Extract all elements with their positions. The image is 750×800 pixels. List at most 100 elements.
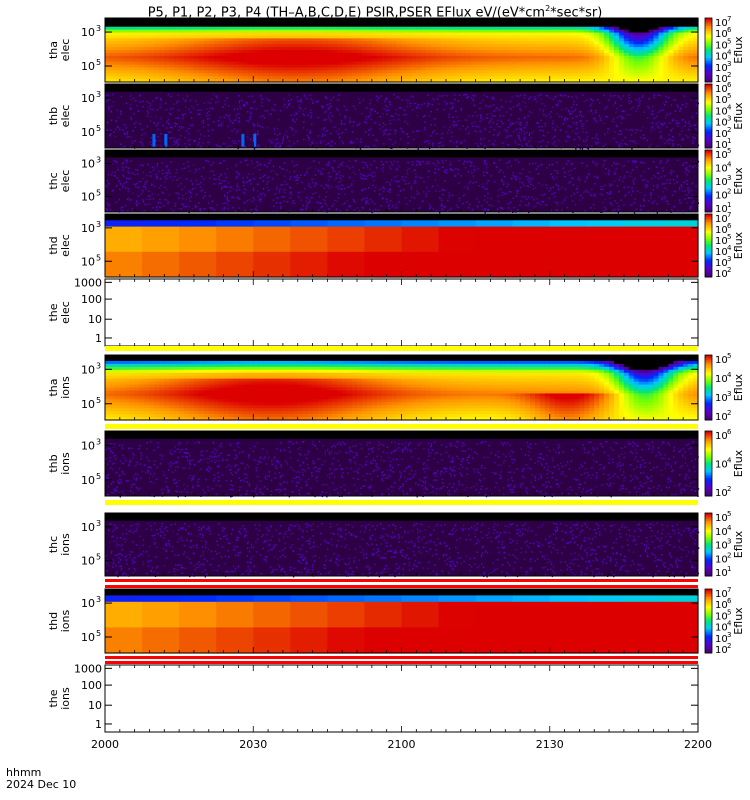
x-tick-label: 2200 bbox=[684, 738, 712, 751]
separator-stripe bbox=[105, 585, 698, 588]
colorbar-tick-label: 10 bbox=[715, 634, 728, 645]
y-tick-label: 10 bbox=[81, 363, 95, 376]
colorbar-tick-exponent: 4 bbox=[727, 457, 732, 465]
colorbar-tick-exponent: 5 bbox=[727, 352, 731, 360]
colorbar-unit-label: Eflux bbox=[732, 102, 745, 130]
colorbar-tick-label: 10 bbox=[715, 600, 728, 611]
y-tick-exponent: 3 bbox=[96, 361, 101, 370]
y-tick-exponent: 5 bbox=[96, 58, 101, 67]
y-tick-label: 1 bbox=[95, 718, 102, 731]
colorbar-tick-label: 10 bbox=[715, 214, 728, 225]
colorbar-tick-exponent: 3 bbox=[727, 60, 731, 68]
y-tick-label: 10 bbox=[81, 521, 95, 534]
colorbar-tick-exponent: 4 bbox=[727, 620, 732, 628]
colorbar-tick-label: 10 bbox=[715, 63, 728, 74]
colorbar-tick-label: 10 bbox=[715, 488, 728, 499]
svg-text:tha: tha bbox=[47, 41, 60, 59]
y-tick-label: 10 bbox=[81, 631, 95, 644]
heatmap-thd_ions bbox=[105, 589, 699, 654]
colorbar-tick-exponent: 2 bbox=[727, 126, 731, 134]
colorbar-tick-label: 10 bbox=[715, 225, 728, 236]
y-tick-exponent: 5 bbox=[96, 629, 101, 638]
colorbar-tick-label: 10 bbox=[715, 269, 728, 280]
separator-stripe bbox=[105, 424, 698, 429]
colorbar-tick-label: 10 bbox=[715, 164, 728, 175]
colorbar-tick-exponent: 4 bbox=[727, 244, 732, 252]
x-axis-caption-hhmm: hhmm bbox=[6, 766, 42, 779]
colorbar-tick-label: 10 bbox=[715, 554, 728, 565]
colorbar-tick-label: 10 bbox=[715, 84, 728, 95]
colorbar-unit-label: Eflux bbox=[732, 167, 745, 195]
colorbar-tick-label: 10 bbox=[715, 431, 728, 442]
colorbar-tick-label: 10 bbox=[715, 106, 728, 117]
colorbar-tick-label: 10 bbox=[715, 541, 728, 552]
y-tick-label: 1 bbox=[95, 332, 102, 345]
panel-label-tha_ions: tha ions bbox=[47, 376, 72, 399]
colorbar-tick-label: 10 bbox=[715, 258, 728, 269]
colorbar-tick-exponent: 2 bbox=[727, 551, 731, 559]
colorbar-tick-label: 10 bbox=[715, 393, 728, 404]
y-axis-the_ions: 1000 100 10 1 bbox=[74, 662, 698, 731]
panel-label-tha_elec: tha elec bbox=[47, 39, 72, 62]
colorbar-tick-exponent: 7 bbox=[727, 211, 731, 219]
x-tick-label: 2130 bbox=[536, 738, 564, 751]
colorbar-tick-label: 10 bbox=[715, 74, 728, 85]
colorbar-tick-exponent: 6 bbox=[727, 26, 732, 34]
y-tick-exponent: 5 bbox=[96, 396, 101, 405]
colorbar-unit-label: Eflux bbox=[732, 607, 745, 635]
colorbar-tick-label: 10 bbox=[715, 191, 728, 202]
colorbar-tick-exponent: 1 bbox=[727, 201, 731, 209]
colorbar-tick-exponent: 3 bbox=[727, 390, 731, 398]
y-tick-label: 10 bbox=[81, 597, 95, 610]
colorbar-tick-exponent: 3 bbox=[727, 115, 731, 123]
colorbar-tick-exponent: 1 bbox=[727, 565, 731, 573]
y-tick-exponent: 3 bbox=[96, 24, 101, 33]
colorbar-tick-exponent: 2 bbox=[727, 71, 731, 79]
colorbar-tick-exponent: 3 bbox=[727, 538, 731, 546]
y-tick-label: 10 bbox=[81, 92, 95, 105]
panel-label-thd_ions: thd ions bbox=[47, 609, 72, 632]
y-tick-label: 10 bbox=[81, 158, 95, 171]
panel-label-thb_ions: thb ions bbox=[47, 452, 72, 475]
panel-label-thc_ions: thc ions bbox=[47, 533, 72, 556]
colorbar-tick-exponent: 3 bbox=[727, 174, 731, 182]
svg-text:elec: elec bbox=[59, 39, 72, 62]
colorbar-tick-label: 10 bbox=[715, 568, 728, 579]
colorbar-tick-exponent: 6 bbox=[727, 222, 732, 230]
svg-text:elec: elec bbox=[59, 105, 72, 128]
colorbar-tick-exponent: 3 bbox=[727, 255, 731, 263]
colorbar-tick-label: 10 bbox=[715, 177, 728, 188]
y-tick-label: 10 bbox=[88, 699, 102, 712]
colorbar-tick-exponent: 2 bbox=[727, 188, 731, 196]
heatmap-thb_ions bbox=[105, 431, 700, 498]
colorbar-tick-exponent: 2 bbox=[727, 485, 731, 493]
y-tick-label: 10 bbox=[81, 60, 95, 73]
heatmap-thc_elec bbox=[105, 150, 700, 214]
separator-stripe bbox=[105, 346, 698, 351]
colorbar-tick-exponent: 1 bbox=[727, 137, 731, 145]
colorbar-tick-exponent: 3 bbox=[727, 631, 731, 639]
y-tick-label: 10 bbox=[81, 255, 95, 268]
y-tick-exponent: 5 bbox=[96, 552, 101, 561]
y-tick-label: 10 bbox=[81, 26, 95, 39]
colorbar-tick-exponent: 5 bbox=[727, 510, 731, 518]
colorbar-unit-label: Eflux bbox=[732, 530, 745, 558]
colorbar-tick-label: 10 bbox=[715, 589, 728, 600]
colorbar-tick-label: 10 bbox=[715, 460, 728, 471]
colorbar-tick-exponent: 4 bbox=[727, 49, 732, 57]
y-tick-label: 100 bbox=[81, 293, 102, 306]
colorbar-tick-label: 10 bbox=[715, 611, 728, 622]
y-tick-exponent: 3 bbox=[96, 90, 101, 99]
colorbar-tick-exponent: 5 bbox=[727, 233, 731, 241]
